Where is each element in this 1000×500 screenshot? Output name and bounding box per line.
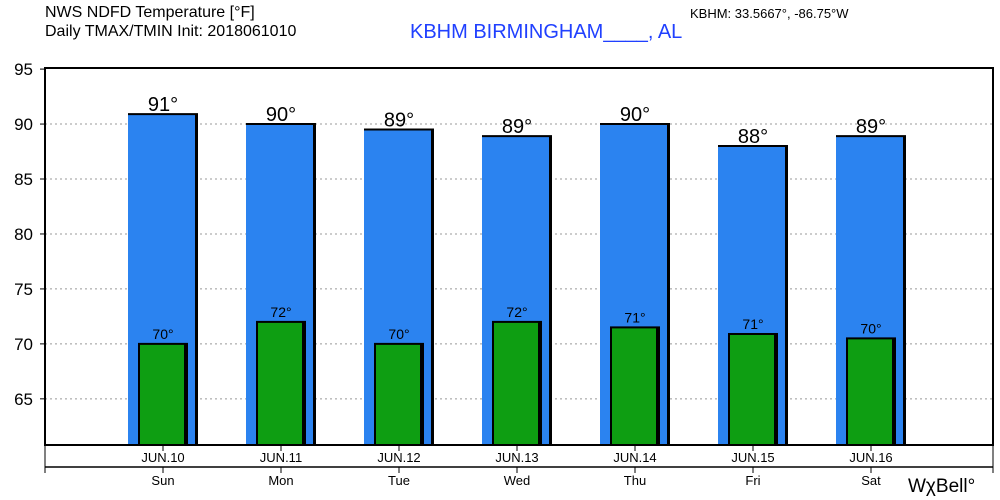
tmin-bar-shadow — [184, 343, 187, 445]
x-tick-label-day: Tue — [388, 473, 410, 488]
x-tick-label-day: Mon — [268, 473, 293, 488]
tmin-label: 72° — [506, 304, 527, 320]
tmin-bar — [846, 337, 896, 446]
x-tick-label-day: Thu — [624, 473, 646, 488]
station-name: KBHM BIRMINGHAM____, AL — [410, 21, 683, 43]
station-coords: KBHM: 33.5667°, -86.75°W — [690, 6, 849, 21]
tmin-bar — [374, 342, 424, 446]
chart-title: NWS NDFD Temperature [°F] — [45, 4, 255, 21]
tmin-label: 71° — [742, 316, 763, 332]
tmax-bar-shadow — [431, 129, 434, 445]
tmin-label: 72° — [270, 304, 291, 320]
y-tick-label: 75 — [14, 280, 33, 299]
tmax-label: 90° — [266, 104, 296, 126]
chart-subtitle: Daily TMAX/TMIN Init: 2018061010 — [45, 23, 297, 40]
tmax-label: 88° — [738, 126, 768, 148]
tmin-bar-shadow — [420, 343, 423, 445]
x-tick-label-date: JUN.15 — [731, 450, 774, 465]
tmax-bar-shadow — [667, 124, 670, 446]
tmax-bar-shadow — [549, 136, 552, 446]
tmax-bar-shadow — [195, 114, 198, 445]
x-tick-label-day: Fri — [745, 473, 760, 488]
y-tick-label: 95 — [14, 60, 33, 79]
tmin-bar-shadow — [892, 338, 895, 445]
tmin-label: 71° — [624, 309, 645, 325]
tmin-bar-shadow — [774, 333, 777, 445]
tmax-label: 89° — [856, 116, 886, 138]
y-tick-label: 80 — [14, 225, 33, 244]
tmax-bar-shadow — [313, 124, 316, 446]
tmax-label: 91° — [148, 94, 178, 116]
x-tick-label-date: JUN.13 — [495, 450, 538, 465]
tmin-bar-shadow — [538, 321, 541, 445]
tmin-bar — [610, 326, 660, 446]
x-tick-label-day: Wed — [504, 473, 531, 488]
y-tick-label: 90 — [14, 115, 33, 134]
tmin-bar-shadow — [302, 321, 305, 445]
x-tick-label-day: Sun — [151, 473, 174, 488]
x-tick-label-day: Sat — [861, 473, 881, 488]
tmin-label: 70° — [388, 326, 409, 342]
y-tick-label: 85 — [14, 170, 33, 189]
y-tick-label: 65 — [14, 390, 33, 409]
x-tick-label-date: JUN.10 — [141, 450, 184, 465]
x-tick-label-date: JUN.14 — [613, 450, 656, 465]
tmax-label: 90° — [620, 104, 650, 126]
tmin-bar — [492, 320, 542, 446]
tmin-bar — [138, 342, 188, 446]
tmin-bar — [256, 320, 306, 446]
tmin-bar — [728, 332, 778, 447]
tmin-label: 70° — [152, 326, 173, 342]
x-tick-label-date: JUN.12 — [377, 450, 420, 465]
tmax-bar-shadow — [785, 146, 788, 445]
x-tick-label-date: JUN.11 — [260, 450, 302, 465]
tmin-bar-shadow — [656, 327, 659, 445]
y-tick-label: 70 — [14, 335, 33, 354]
plot-frame — [44, 67, 994, 446]
x-tick-label-date: JUN.16 — [849, 450, 892, 465]
wxbell-logo: WχBell° — [908, 476, 976, 497]
tmax-bar-shadow — [903, 136, 906, 446]
tmin-label: 70° — [860, 320, 881, 336]
tmax-label: 89° — [502, 116, 532, 138]
tmax-label: 89° — [384, 110, 414, 132]
